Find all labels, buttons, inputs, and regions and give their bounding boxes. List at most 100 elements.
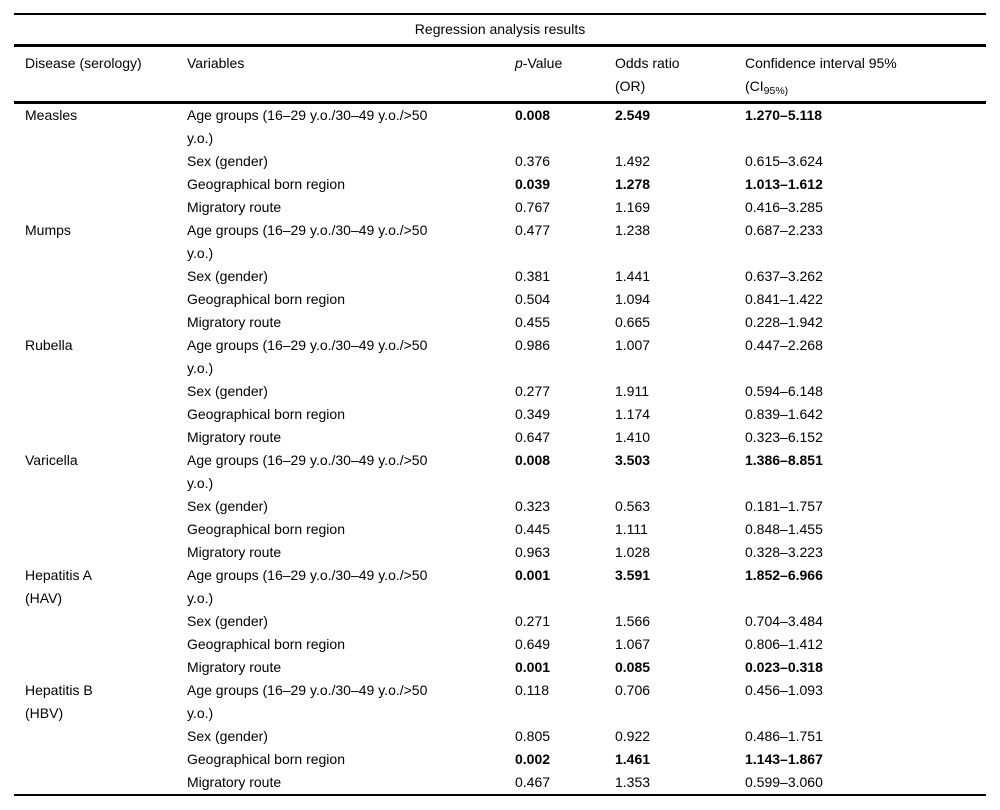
odds-ratio-cell: 3.503 [615, 451, 651, 468]
variable-cell: Age groups (16–29 y.o./30–49 y.o./>50 y.… [187, 451, 428, 491]
odds-ratio-line1: Odds ratio [615, 54, 680, 71]
odds-ratio-cell: 1.410 [615, 428, 651, 445]
odds-ratio-line2: (OR) [615, 77, 646, 94]
variable-cell: Age groups (16–29 y.o./30–49 y.o./>50 y.… [187, 221, 428, 261]
odds-ratio-cell: 1.238 [615, 221, 651, 238]
odds-ratio-cell: 0.706 [615, 681, 651, 698]
ci-cell: 1.270–5.118 [745, 106, 823, 123]
p-value-cell: 0.986 [515, 336, 551, 353]
odds-ratio-cell: 1.169 [615, 198, 651, 215]
p-value-rest: -Value [522, 54, 563, 71]
table-row: Sex (gender) 0.381 1.441 0.637–3.262 [14, 265, 986, 288]
ci-cell: 0.615–3.624 [745, 152, 823, 169]
odds-ratio-cell: 1.492 [615, 152, 651, 169]
p-value-cell: 0.002 [515, 750, 551, 767]
ci-cell: 0.228–1.942 [745, 313, 823, 330]
ci-cell: 0.416–3.285 [745, 198, 823, 215]
table-row: Migratory route 0.963 1.028 0.328–3.223 [14, 541, 986, 564]
column-header-p-value: p-Value [515, 45, 615, 104]
table-row: Varicella Age groups (16–29 y.o./30–49 y.… [14, 449, 986, 495]
table-row: Hepatitis B (HBV) Age groups (16–29 y.o./… [14, 679, 986, 725]
table-title-row: Regression analysis results [14, 14, 987, 47]
p-value-cell: 0.381 [515, 267, 551, 284]
ci-cell: 0.806–1.412 [745, 635, 823, 652]
table-row: Sex (gender) 0.805 0.922 0.486–1.751 [14, 725, 986, 748]
odds-ratio-cell: 1.911 [615, 382, 649, 399]
odds-ratio-cell: 0.665 [615, 313, 651, 330]
variable-cell: Geographical born region [187, 635, 345, 652]
p-value-cell: 0.445 [515, 520, 551, 537]
variable-cell: Migratory route [187, 658, 282, 675]
variable-cell: Sex (gender) [187, 382, 268, 399]
ci-cell: 0.023–0.318 [745, 658, 823, 675]
odds-ratio-cell: 1.007 [615, 336, 651, 353]
variable-cell: Geographical born region [187, 520, 345, 537]
table-header: Regression analysis results Disease (ser… [14, 14, 987, 104]
variable-cell: Migratory route [187, 773, 282, 790]
p-value-cell: 0.001 [515, 658, 551, 675]
table-row: Rubella Age groups (16–29 y.o./30–49 y.o.… [14, 334, 986, 380]
p-value-cell: 0.277 [515, 382, 551, 399]
table-row: Sex (gender) 0.376 1.492 0.615–3.624 [14, 150, 986, 173]
variable-cell: Sex (gender) [187, 152, 268, 169]
p-value-cell: 0.504 [515, 290, 551, 307]
p-value-cell: 0.271 [515, 612, 551, 629]
variable-cell: Sex (gender) [187, 497, 268, 514]
disease-cell: Hepatitis A (HAV) [25, 566, 92, 606]
p-value-cell: 0.376 [515, 152, 551, 169]
table-row: Geographical born region 0.504 1.094 0.841–… [14, 288, 986, 311]
p-value-cell: 0.647 [515, 428, 551, 445]
odds-ratio-cell: 1.111 [615, 520, 648, 537]
p-value-cell: 0.323 [515, 497, 551, 514]
ci-cell: 0.447–2.268 [745, 336, 823, 353]
disease-cell: Mumps [25, 221, 71, 238]
column-header-ci: Confidence interval 95% (CI95%) [745, 45, 987, 104]
variable-cell: Age groups (16–29 y.o./30–49 y.o./>50 y.… [187, 336, 428, 376]
p-value-cell: 0.649 [515, 635, 551, 652]
table-row: Sex (gender) 0.323 0.563 0.181–1.757 [14, 495, 986, 518]
variable-cell: Migratory route [187, 428, 282, 445]
variable-cell: Geographical born region [187, 290, 345, 307]
variable-cell: Geographical born region [187, 405, 345, 422]
odds-ratio-cell: 1.566 [615, 612, 651, 629]
odds-ratio-cell: 1.353 [615, 773, 651, 790]
p-value-cell: 0.963 [515, 543, 551, 560]
table-row: Hepatitis A (HAV) Age groups (16–29 y.o./… [14, 564, 986, 610]
variable-cell: Migratory route [187, 543, 282, 560]
variable-cell: Geographical born region [187, 750, 345, 767]
odds-ratio-cell: 1.174 [615, 405, 651, 422]
ci-cell: 0.486–1.751 [745, 727, 823, 744]
ci-cell: 1.143–1.867 [745, 750, 823, 767]
table-row: Geographical born region 0.649 1.067 0.806–… [14, 633, 986, 656]
ci-cell: 0.637–3.262 [745, 267, 823, 284]
regression-table: Regression analysis results Disease (ser… [14, 13, 987, 796]
p-value-cell: 0.008 [515, 106, 551, 123]
variable-cell: Sex (gender) [187, 727, 268, 744]
p-value-cell: 0.118 [515, 681, 549, 698]
ci-cell: 0.323–6.152 [745, 428, 823, 445]
odds-ratio-cell: 2.549 [615, 106, 651, 123]
variable-cell: Age groups (16–29 y.o./30–49 y.o./>50 y.… [187, 106, 428, 146]
column-header-row: Disease (serology) Variables p-Value Odd… [14, 45, 987, 104]
ci-cell: 1.013–1.612 [745, 175, 823, 192]
table-row: Sex (gender) 0.271 1.566 0.704–3.484 [14, 610, 986, 633]
variable-cell: Migratory route [187, 198, 282, 215]
table-row: Sex (gender) 0.277 1.911 0.594–6.148 [14, 380, 986, 403]
p-value-cell: 0.767 [515, 198, 551, 215]
ci-cell: 1.386–8.851 [745, 451, 823, 468]
column-header-odds-ratio: Odds ratio (OR) [615, 45, 745, 104]
table-row: Geographical born region 0.002 1.461 1.143–… [14, 748, 986, 771]
odds-ratio-cell: 0.922 [615, 727, 651, 744]
odds-ratio-cell: 1.461 [615, 750, 651, 767]
ci-cell: 0.599–3.060 [745, 773, 823, 790]
ci-cell: 0.594–6.148 [745, 382, 823, 399]
table-row: Measles Age groups (16–29 y.o./30–49 y.o.… [14, 102, 986, 150]
p-value-cell: 0.477 [515, 221, 551, 238]
table-title: Regression analysis results [14, 14, 987, 47]
table-row: Migratory route 0.647 1.410 0.323–6.152 [14, 426, 986, 449]
ci-cell: 0.839–1.642 [745, 405, 823, 422]
table-row: Migratory route 0.767 1.169 0.416–3.285 [14, 196, 986, 219]
table-row: Migratory route 0.001 0.085 0.023–0.318 [14, 656, 986, 679]
table-row: Geographical born region 0.445 1.111 0.848–… [14, 518, 986, 541]
column-header-disease: Disease (serology) [14, 45, 187, 104]
